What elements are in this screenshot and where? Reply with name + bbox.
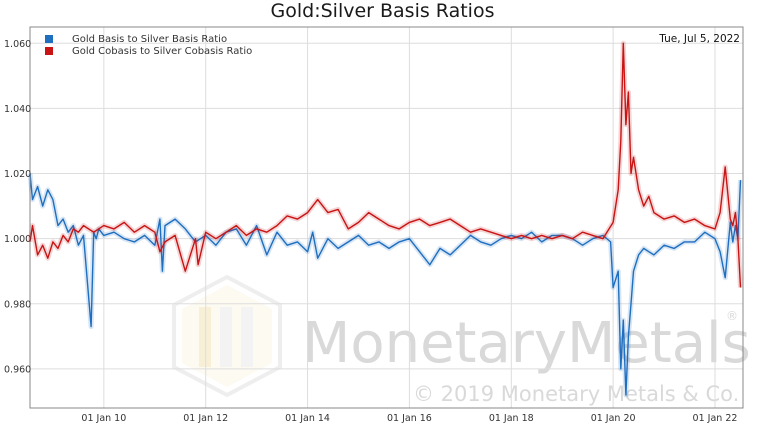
y-tick-label: 0.960 — [4, 364, 31, 375]
legend-swatch-gold-cobasis — [45, 47, 53, 55]
watermark-brand: MonetaryMetals — [302, 311, 751, 376]
x-tick-label: 01 Jan 16 — [387, 413, 432, 424]
x-tick-label: 01 Jan 18 — [489, 413, 534, 424]
series-glow-1 — [27, 40, 743, 288]
x-axis: 01 Jan 10 01 Jan 12 01 Jan 14 01 Jan 16 01 J… — [81, 413, 737, 424]
x-tick-label: 01 Jan 22 — [693, 413, 738, 424]
legend-swatch-gold-basis — [45, 35, 53, 43]
x-tick-label: 01 Jan 10 — [81, 413, 126, 424]
date-label: Tue, Jul 5, 2022 — [658, 33, 740, 45]
y-tick-label: 1.000 — [4, 234, 31, 245]
x-tick-label: 01 Jan 14 — [285, 413, 330, 424]
grid-lines — [30, 27, 743, 408]
chart-title: Gold:Silver Basis Ratios — [270, 0, 495, 22]
y-tick-label: 1.060 — [4, 39, 31, 50]
legend-label-gold-cobasis: Gold Cobasis to Silver Cobasis Ratio — [72, 46, 252, 57]
legend-label-gold-basis: Gold Basis to Silver Basis Ratio — [72, 34, 227, 45]
plot-frame — [29, 26, 744, 409]
x-tick-label: 01 Jan 20 — [591, 413, 636, 424]
y-tick-label: 1.040 — [4, 104, 31, 115]
x-tick-label: 01 Jan 12 — [183, 413, 228, 424]
y-tick-label: 0.980 — [4, 299, 31, 310]
series-layer — [27, 40, 743, 398]
y-tick-label: 1.020 — [4, 169, 31, 180]
series-line-1 — [29, 42, 742, 288]
y-axis: 0.960 0.980 1.000 1.020 1.040 1.060 — [4, 39, 31, 376]
series-line-0 — [29, 173, 742, 396]
watermark-copyright: © 2019 Monetary Metals & Co. — [413, 382, 739, 406]
legend: Gold Basis to Silver Basis Ratio Gold Co… — [45, 34, 252, 57]
watermark-registered-mark: ® — [726, 309, 738, 323]
watermark-logo-icon — [172, 274, 282, 398]
